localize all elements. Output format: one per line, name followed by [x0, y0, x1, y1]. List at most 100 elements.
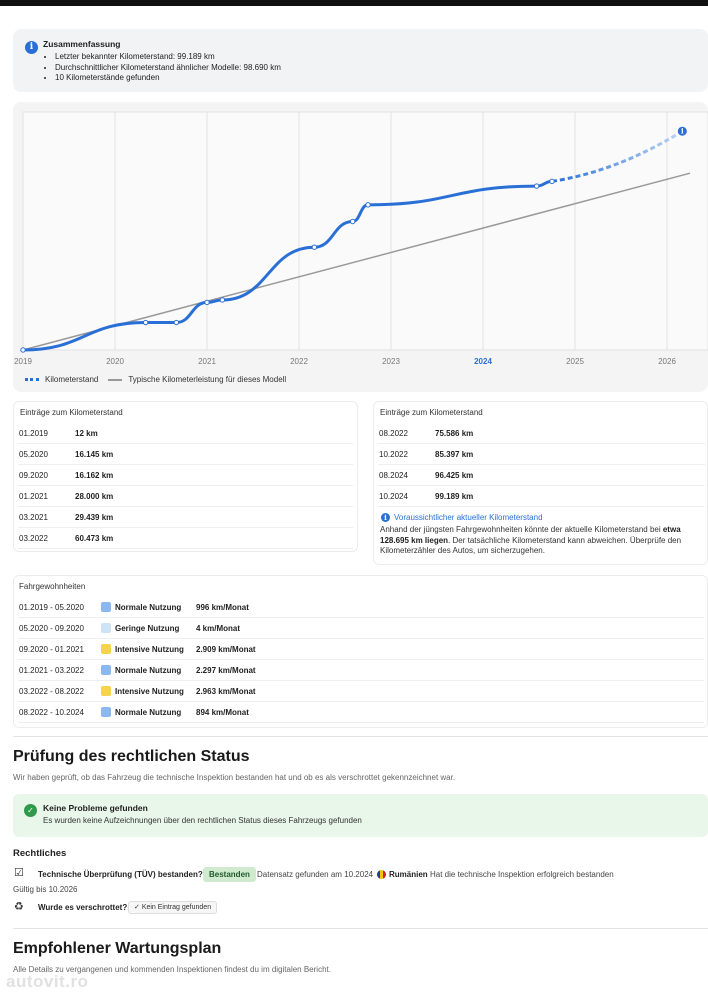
table-row: 08.2022 75.586 km — [378, 423, 705, 444]
tuv-record: Datensatz gefunden am 10.2024 — [257, 870, 374, 879]
list-item: 03.2022 - 08.2022 Intensive Nutzung 2.963 … — [18, 681, 704, 702]
chart-legend: Kilometerstand Typische Kilometerleistun… — [25, 375, 286, 384]
habit-period: 05.2020 - 09.2020 — [19, 623, 84, 633]
x-tick-label: 2019 — [14, 357, 32, 366]
tuv-passed-badge: Bestanden — [203, 867, 256, 882]
summary-box: i Zusammenfassung Letzter bekannter Kilo… — [13, 29, 708, 92]
habit-period: 08.2022 - 10.2024 — [19, 707, 84, 717]
mileage-chart: 2019 2020 2021 2022 2023 2024 2025 2026 i — [14, 111, 708, 366]
x-tick-label: 2024 — [474, 357, 492, 366]
entry-date: 03.2021 — [19, 512, 48, 522]
projection-info-glyph: i — [681, 127, 684, 136]
entries-card-left: Einträge zum Kilometerstand 01.2019 12 km… — [13, 401, 358, 552]
entry-date: 08.2022 — [379, 428, 408, 438]
scrap-label: Wurde es verschrottet? — [38, 903, 128, 912]
list-item: 08.2022 - 10.2024 Normale Nutzung 894 km/M… — [18, 702, 704, 723]
check-circle-icon: ✓ — [24, 804, 37, 817]
x-tick-label: 2023 — [382, 357, 400, 366]
entry-km: 12 km — [75, 428, 98, 438]
habit-rate: 4 km/Monat — [196, 623, 241, 633]
habit-period: 01.2021 - 03.2022 — [19, 665, 84, 675]
summary-list: Letzter bekannter Kilometerstand: 99.189… — [55, 52, 281, 84]
no-problems-box: ✓ Keine Probleme gefunden Es wurden kein… — [13, 794, 708, 837]
entry-km: 96.425 km — [435, 470, 474, 480]
divider — [13, 736, 708, 737]
habits-title: Fahrgewohnheiten — [19, 582, 86, 591]
summary-item: Letzter bekannter Kilometerstand: 99.189… — [55, 52, 281, 63]
projection-text: Anhand der jüngsten Fahrgewohnheiten kön… — [380, 525, 682, 555]
mileage-point — [20, 347, 26, 353]
habit-usage: Intensive Nutzung — [115, 686, 184, 696]
entry-km: 28.000 km — [75, 491, 114, 501]
usage-color-swatch — [101, 686, 111, 696]
entry-date: 08.2024 — [379, 470, 408, 480]
mileage-chart-card: 2019 2020 2021 2022 2023 2024 2025 2026 i Kilome… — [13, 102, 708, 392]
divider — [13, 928, 708, 929]
romania-flag-icon — [377, 870, 386, 879]
entry-km: 60.473 km — [75, 533, 114, 543]
habit-period: 09.2020 - 01.2021 — [19, 644, 84, 654]
habit-rate: 2.963 km/Monat — [196, 686, 256, 696]
checklist-icon: ☑ — [14, 867, 24, 879]
table-row: 08.2024 96.425 km — [378, 465, 705, 486]
mileage-point — [219, 297, 226, 303]
mileage-point — [204, 299, 210, 306]
top-bar — [0, 0, 708, 6]
table-row: 03.2021 29.439 km — [18, 507, 353, 528]
entry-km: 16.145 km — [75, 449, 114, 459]
habit-usage: Normale Nutzung — [115, 707, 182, 717]
tuv-country: Rumänien — [389, 870, 428, 879]
habit-rate: 2.909 km/Monat — [196, 644, 256, 654]
mileage-point — [549, 178, 555, 185]
x-tick-label: 2021 — [198, 357, 216, 366]
entry-date: 01.2021 — [19, 491, 48, 501]
ok-text: Es wurden keine Aufzeichnungen über den … — [43, 816, 362, 825]
mileage-point — [349, 218, 356, 225]
legend-label-actual: Kilometerstand — [45, 375, 99, 384]
list-item: 09.2020 - 01.2021 Intensive Nutzung 2.909 … — [18, 639, 704, 660]
habit-usage: Intensive Nutzung — [115, 644, 184, 654]
usage-color-swatch — [101, 623, 111, 633]
entry-km: 16.162 km — [75, 470, 114, 480]
entry-date: 03.2022 — [19, 533, 48, 543]
legend-label-typical: Typische Kilometerleistung für dieses Mo… — [128, 375, 287, 384]
table-row: 09.2020 16.162 km — [18, 465, 353, 486]
legal-section-title: Rechtliches — [13, 848, 67, 859]
list-item: 05.2020 - 09.2020 Geringe Nutzung 4 km/Mon… — [18, 618, 704, 639]
x-tick-label: 2025 — [566, 357, 584, 366]
usage-color-swatch — [101, 602, 111, 612]
summary-item: Durchschnittlicher Kilometerstand ähnlic… — [55, 63, 281, 74]
usage-color-swatch — [101, 665, 111, 675]
entry-km: 29.439 km — [75, 512, 114, 522]
list-item: 01.2019 - 05.2020 Normale Nutzung 996 km/M… — [18, 597, 704, 618]
table-row: 01.2019 12 km — [18, 423, 353, 444]
table-row: 05.2020 16.145 km — [18, 444, 353, 465]
ok-title: Keine Probleme gefunden — [43, 803, 148, 813]
driving-habits-card: Fahrgewohnheiten 01.2019 - 05.2020 Normal… — [13, 575, 708, 728]
legal-subtitle: Wir haben geprüft, ob das Fahrzeug die t… — [13, 773, 456, 782]
plot-area — [22, 111, 708, 351]
table-row: 10.2022 85.397 km — [378, 444, 705, 465]
habit-usage: Normale Nutzung — [115, 602, 182, 612]
entry-date: 10.2022 — [379, 449, 408, 459]
maintenance-heading: Empfohlener Wartungsplan — [13, 940, 222, 957]
x-tick-label: 2020 — [106, 357, 124, 366]
mileage-point — [173, 319, 180, 326]
projected-mileage-line — [551, 129, 684, 183]
habit-period: 03.2022 - 08.2022 — [19, 686, 84, 696]
habit-rate: 894 km/Monat — [196, 707, 249, 717]
usage-color-swatch — [101, 707, 111, 717]
projection-info-icon — [677, 126, 687, 136]
tuv-label: Technische Überprüfung (TÜV) bestanden? — [38, 870, 203, 879]
legend-swatch-actual — [25, 378, 39, 381]
habit-usage: Geringe Nutzung — [115, 623, 180, 633]
legal-heading: Prüfung des rechtlichen Status — [13, 748, 250, 765]
x-tick-label: 2022 — [290, 357, 308, 366]
usage-color-swatch — [101, 644, 111, 654]
no-entry-chip: ✓ Kein Eintrag gefunden — [128, 901, 218, 914]
table-row: 10.2024 99.189 km — [378, 486, 705, 507]
tuv-result: Hat die technische Inspektion erfolgreic… — [430, 870, 614, 879]
entry-km: 75.586 km — [435, 428, 474, 438]
entry-km: 99.189 km — [435, 491, 474, 501]
mileage-point — [365, 202, 371, 208]
